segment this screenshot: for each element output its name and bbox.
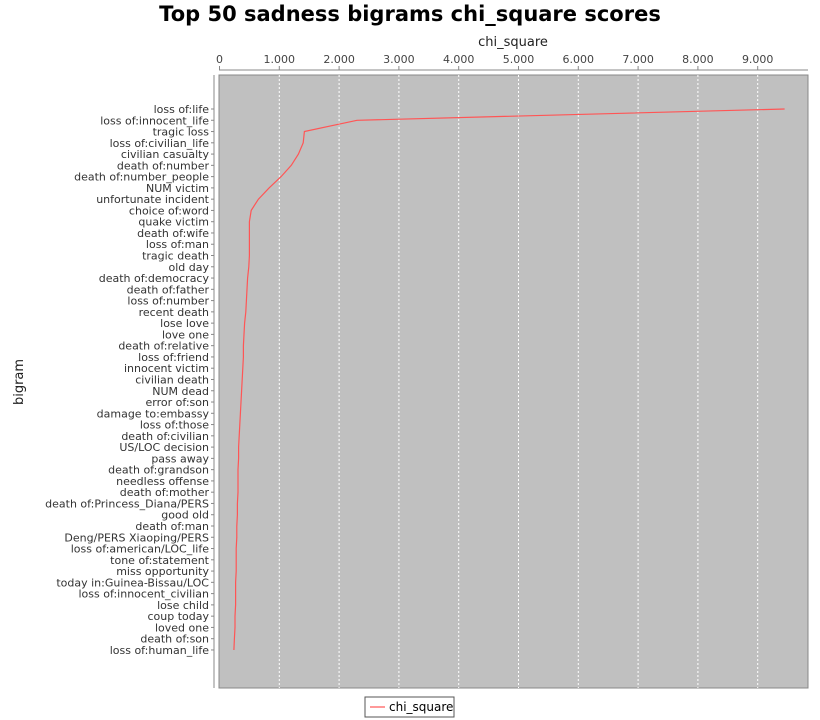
y-category-label: damage to:embassy: [97, 407, 210, 420]
y-category-label: loss of:number: [127, 295, 209, 308]
y-category-label: lose child: [157, 599, 209, 612]
y-category-label: loss of:man: [146, 238, 209, 251]
plot-area: [218, 74, 809, 689]
y-category-label: death of:mother: [120, 486, 210, 499]
y-category-label: loss of:human_life: [110, 644, 210, 657]
y-category-label: Deng/PERS Xiaoping/PERS: [64, 531, 209, 544]
x-tick-label: 9.000: [742, 53, 774, 66]
y-category-label: death of:number: [117, 159, 210, 172]
y-category-label: loved one: [155, 621, 209, 634]
y-category-label: civilian casualty: [121, 148, 210, 161]
x-axis-title: chi_square: [478, 35, 548, 50]
y-category-label: innocent victim: [124, 362, 209, 375]
x-tick-label: 7.000: [622, 53, 654, 66]
y-category-label: loss of:innocent_life: [100, 114, 209, 127]
legend: chi_square: [364, 696, 455, 718]
y-category-label: death of:democracy: [99, 272, 210, 285]
x-tick-label: 6.000: [563, 53, 595, 66]
y-axis-title: bigram: [12, 359, 27, 405]
y-category-label: today in:Guinea-Bissau/LOC: [56, 576, 209, 589]
y-category-label: miss opportunity: [116, 565, 209, 578]
y-category-label: US/LOC decision: [119, 441, 209, 454]
y-category-label: death of:man: [135, 520, 209, 533]
series-layer: [233, 108, 785, 651]
y-category-label: unfortunate incident: [96, 193, 209, 206]
y-category-label: death of:son: [140, 633, 209, 646]
legend-box: [364, 696, 455, 718]
y-category-label: death of:civilian: [121, 430, 209, 443]
y-category-label: tragic death: [142, 250, 209, 263]
y-category-label: pass away: [151, 452, 209, 465]
y-category-label: error of:son: [146, 396, 210, 409]
y-category-label: loss of:civilian_life: [110, 137, 210, 150]
y-category-label: recent death: [139, 306, 209, 319]
chart-title: Top 50 sadness bigrams chi_square scores: [159, 2, 661, 26]
y-category-label: lose love: [160, 317, 209, 330]
x-axis: 0 1.000 2.000 3.000 4.000 5.000 6.000 7.000 8.00…: [216, 53, 808, 71]
y-category-label: love one: [162, 328, 209, 341]
legend-label: chi_square: [389, 700, 453, 714]
y-category-label: death of:father: [127, 283, 210, 296]
y-category-label: tone of:statement: [110, 554, 210, 567]
y-category-label: tragic loss: [153, 126, 210, 139]
y-category-label: death of:grandson: [108, 464, 209, 477]
y-category-label: NUM victim: [146, 182, 209, 195]
x-tick-label: 5.000: [503, 53, 535, 66]
x-tick-label: 8.000: [682, 53, 714, 66]
y-category-label: choice of:word: [129, 204, 209, 217]
x-tick-label: 3.000: [383, 53, 415, 66]
x-tick-label: 1.000: [264, 53, 296, 66]
x-tick-label: 0: [216, 53, 223, 66]
y-category-label: old day: [169, 261, 210, 274]
y-category-label: NUM dead: [152, 385, 209, 398]
y-category-label: loss of:innocent_civilian: [79, 588, 210, 601]
y-category-label: civilian death: [135, 373, 209, 386]
y-category-label: coup today: [147, 610, 209, 623]
y-category-label: loss of:life: [154, 103, 210, 116]
x-tick-label: 4.000: [443, 53, 475, 66]
y-category-label: death of:relative: [118, 340, 209, 353]
y-category-label: needless offense: [116, 475, 209, 488]
x-tick-label: 2.000: [323, 53, 355, 66]
y-category-label: loss of:american/LOC_life: [71, 543, 209, 556]
y-category-label: death of:Princess_Diana/PERS: [45, 497, 209, 510]
y-category-label: death of:number_people: [74, 171, 209, 184]
y-category-label: quake victim: [138, 216, 209, 229]
y-category-label: loss of:those: [140, 419, 209, 432]
y-category-label: loss of:friend: [138, 351, 209, 364]
y-category-label: good old: [161, 509, 209, 522]
y-category-label: death of:wife: [137, 227, 209, 240]
series-line-chi_square: [233, 108, 785, 651]
